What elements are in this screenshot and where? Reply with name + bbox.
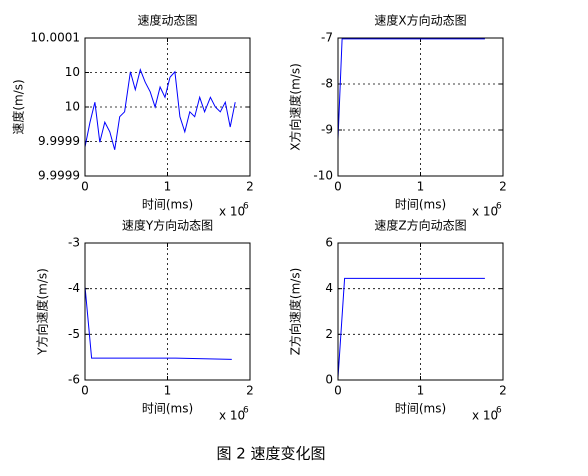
y-tick-label: -9 <box>321 123 333 137</box>
data-line <box>84 68 236 150</box>
y-tick-label: -3 <box>68 236 80 250</box>
x-tick-label: 2 <box>499 180 507 194</box>
y-axis-label: Y方向速度(m/s) <box>35 268 50 356</box>
y-tick-label: 0 <box>325 373 333 387</box>
y-tick-label: 6 <box>325 236 333 250</box>
x-axis-label: 时间(ms) <box>142 198 193 212</box>
axes-box <box>84 37 251 177</box>
x-scale-label: x 10 <box>219 205 245 219</box>
y-tick-label: 2 <box>325 327 333 341</box>
x-axis-label: 时间(ms) <box>142 402 193 416</box>
y-tick-label: -8 <box>321 77 333 91</box>
x-scale-exponent: 6 <box>243 406 249 416</box>
data-line <box>84 286 232 360</box>
y-axis-label: X方向速度(m/s) <box>288 63 303 151</box>
y-axis-label: Z方向速度(m/s) <box>288 268 303 356</box>
y-tick-label: -6 <box>68 373 80 387</box>
axes-box <box>337 37 504 177</box>
y-tick-label: -4 <box>68 281 80 295</box>
x-scale-label: x 10 <box>472 205 498 219</box>
figure-caption: 图 2 速度变化图 <box>216 445 325 463</box>
x-scale-exponent: 6 <box>496 406 502 416</box>
x-tick-label: 1 <box>417 384 425 398</box>
x-axis-label: 时间(ms) <box>395 198 446 212</box>
x-tick-label: 2 <box>246 180 254 194</box>
y-tick-label: 10 <box>65 65 80 79</box>
y-tick-label: 10 <box>65 100 80 114</box>
chart-title: 速度Z方向动态图 <box>374 218 466 233</box>
x-axis-label: 时间(ms) <box>395 402 446 416</box>
plot-area <box>85 243 250 380</box>
x-tick-label: 0 <box>334 384 342 398</box>
data-line <box>337 277 485 378</box>
x-scale-label: x 10 <box>472 409 498 423</box>
chart-title: 速度X方向动态图 <box>374 13 466 28</box>
x-scale-exponent: 6 <box>496 202 502 212</box>
data-line <box>337 38 485 140</box>
y-tick-label: -7 <box>321 31 333 45</box>
x-scale-exponent: 6 <box>243 202 249 212</box>
x-tick-label: 0 <box>81 180 89 194</box>
x-tick-label: 1 <box>164 180 172 194</box>
x-scale-label: x 10 <box>219 409 245 423</box>
y-tick-label: 10.0001 <box>30 31 80 45</box>
x-tick-label: 2 <box>499 384 507 398</box>
x-tick-label: 0 <box>334 180 342 194</box>
y-tick-label: 9.9999 <box>38 134 80 148</box>
y-tick-label: -5 <box>68 327 80 341</box>
chart-title: 速度动态图 <box>137 13 197 28</box>
x-tick-label: 2 <box>246 384 254 398</box>
axes-box <box>337 242 504 381</box>
y-tick-label: -10 <box>313 169 333 183</box>
y-tick-label: 9.9999 <box>38 169 80 183</box>
plot-area <box>338 243 503 380</box>
y-tick-label: 4 <box>325 281 333 295</box>
x-tick-label: 1 <box>417 180 425 194</box>
x-tick-label: 1 <box>164 384 172 398</box>
y-axis-label: 速度(m/s) <box>11 79 26 134</box>
chart-title: 速度Y方向动态图 <box>122 218 213 233</box>
x-tick-label: 0 <box>81 384 89 398</box>
axes-box <box>84 242 251 381</box>
